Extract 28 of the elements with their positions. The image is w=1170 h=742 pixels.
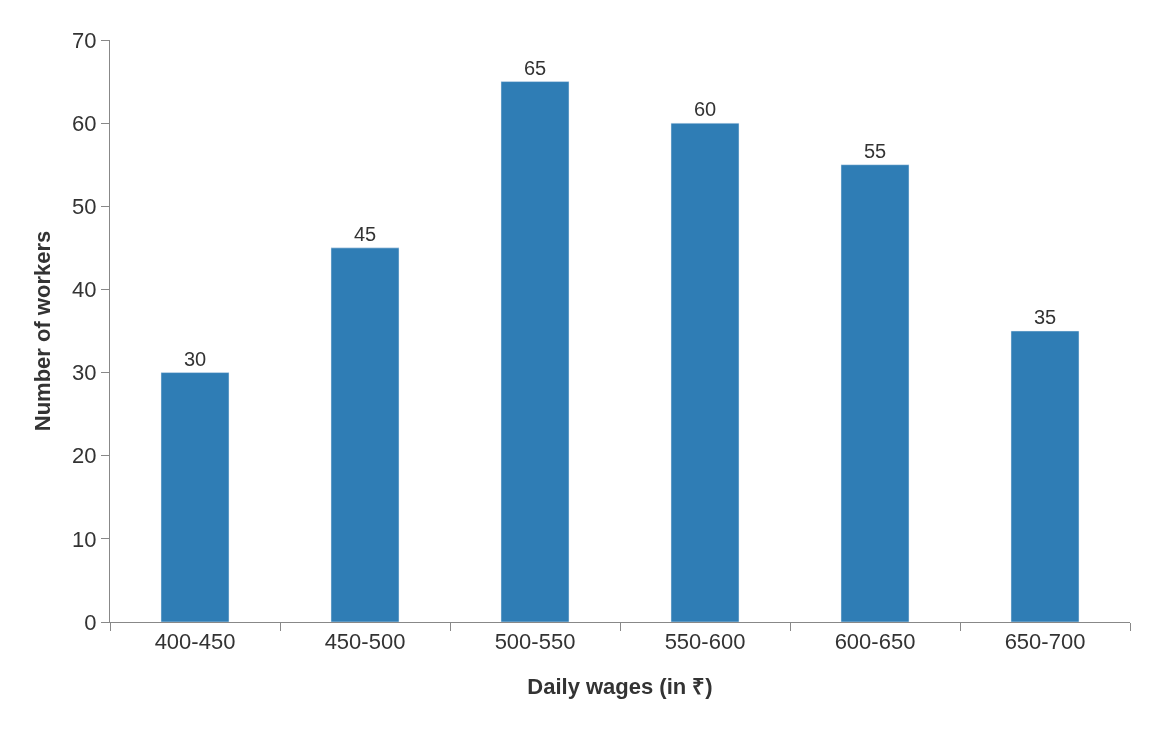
data-label: 45 (353, 222, 377, 245)
y-tick-label: 60 (72, 110, 97, 136)
y-tick-label: 40 (72, 277, 97, 303)
y-tick-label: 30 (72, 360, 97, 386)
bar (500, 81, 570, 622)
bar (160, 372, 230, 622)
bar (840, 164, 910, 622)
y-tick-label: 50 (72, 193, 97, 219)
x-tick-label: 550-600 (664, 629, 746, 655)
data-label: 55 (863, 139, 887, 162)
y-tick-label: 0 (84, 609, 97, 635)
data-label: 60 (693, 98, 717, 121)
y-tick-label: 70 (72, 27, 97, 53)
bar (670, 122, 740, 622)
data-label: 30 (183, 347, 207, 370)
x-tick-label: 400-450 (154, 629, 236, 655)
x-tick-label: 650-700 (1004, 629, 1086, 655)
y-tick-label: 10 (72, 526, 97, 552)
x-axis-title: Daily wages (in ₹) (527, 674, 713, 700)
y-tick-label: 20 (72, 443, 97, 469)
x-tick-label: 450-500 (324, 629, 406, 655)
data-label: 35 (1033, 306, 1057, 328)
x-tick-label: 600-650 (834, 629, 916, 655)
y-axis-title: Number of workers (29, 230, 55, 432)
bar (330, 247, 400, 622)
x-tick-label: 500-550 (494, 629, 576, 655)
data-label: 65 (523, 56, 547, 79)
bar (1010, 330, 1080, 622)
